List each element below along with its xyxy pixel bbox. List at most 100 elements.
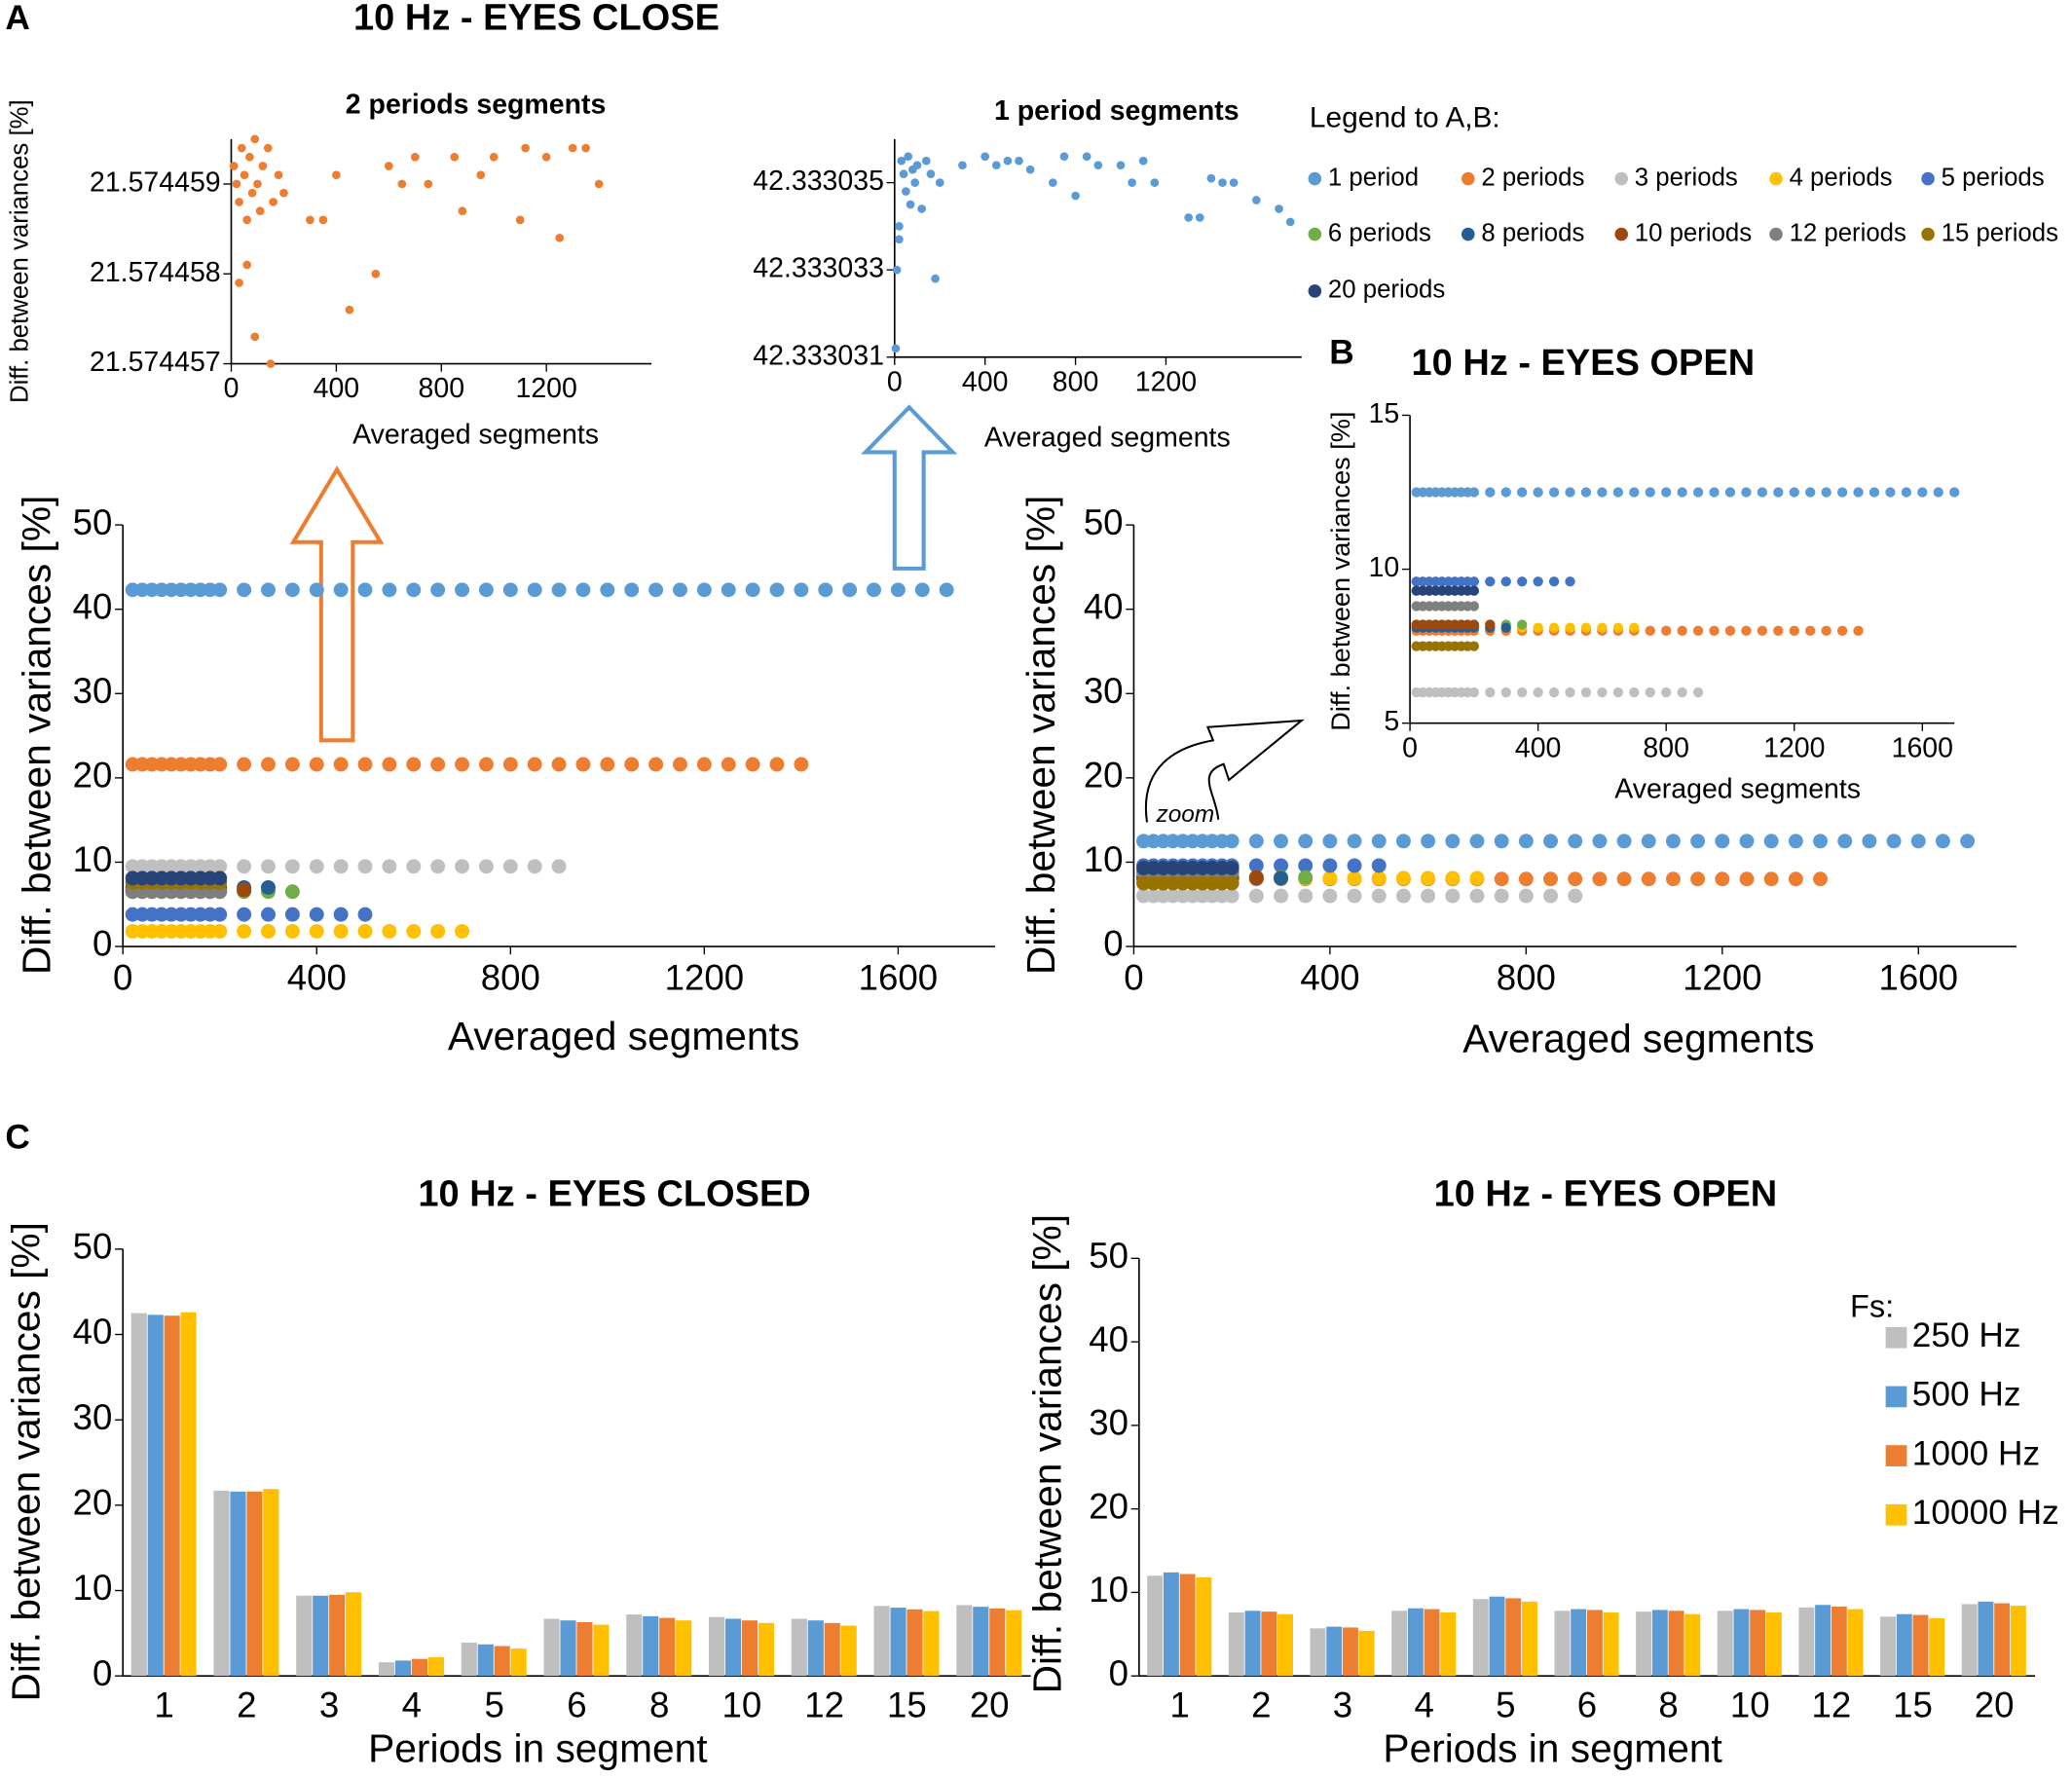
point	[551, 859, 567, 874]
x-tick-label: 20	[1975, 1685, 2015, 1724]
bar	[906, 1609, 923, 1677]
point	[284, 907, 300, 922]
point	[333, 923, 349, 939]
point	[1518, 888, 1534, 904]
y-tick-label: 10	[1084, 839, 1124, 879]
chart-title: 10 Hz - EYES OPEN	[1434, 1174, 1778, 1215]
legend-label: 3 periods	[1635, 164, 1738, 191]
point	[794, 582, 809, 598]
bar	[1407, 1608, 1424, 1677]
point	[1285, 217, 1295, 227]
point	[1517, 487, 1528, 498]
point	[279, 188, 288, 198]
point	[892, 265, 902, 275]
point	[1543, 833, 1558, 849]
point	[1901, 487, 1912, 498]
point	[242, 260, 252, 270]
bar	[1228, 1611, 1244, 1677]
y-tick-label: 21.574457	[90, 347, 221, 378]
point	[1661, 487, 1672, 498]
point	[1677, 625, 1687, 636]
bar	[263, 1489, 279, 1677]
point	[1533, 686, 1543, 698]
point	[357, 582, 373, 598]
bar	[1603, 1611, 1619, 1677]
point	[1195, 213, 1204, 222]
point	[895, 235, 904, 244]
y-tick-label: 0	[92, 1653, 112, 1693]
legend-marker	[1769, 171, 1783, 186]
bar	[346, 1592, 362, 1677]
bar	[824, 1622, 840, 1677]
chart-title: 10 Hz - EYES OPEN	[1412, 343, 1756, 384]
point	[1371, 888, 1387, 904]
point	[910, 178, 920, 187]
bar	[411, 1658, 428, 1677]
x-tick-label: 400	[1515, 732, 1562, 763]
point	[912, 161, 922, 170]
point	[1059, 152, 1069, 162]
point	[1248, 833, 1264, 849]
panel-label: A	[5, 0, 29, 37]
point	[1580, 686, 1592, 698]
x-tick-label: 0	[113, 958, 132, 998]
point	[1485, 619, 1496, 630]
point	[1568, 833, 1583, 849]
point	[1661, 686, 1672, 698]
point	[1274, 858, 1288, 873]
point	[1868, 487, 1880, 498]
bar	[807, 1620, 824, 1677]
point	[648, 757, 664, 772]
y-tick-label: 50	[1089, 1236, 1128, 1276]
x-tick-label: 15	[887, 1685, 927, 1724]
point	[581, 143, 590, 153]
point	[212, 582, 228, 598]
x-tick-label: 1	[154, 1685, 173, 1724]
point	[1917, 487, 1928, 498]
bar	[1994, 1603, 2011, 1677]
point	[958, 161, 967, 170]
bar	[560, 1620, 576, 1677]
point	[1763, 833, 1779, 849]
point	[1371, 870, 1387, 886]
bar	[1358, 1630, 1375, 1677]
point	[600, 582, 615, 598]
bar	[576, 1621, 593, 1677]
point	[1469, 888, 1485, 904]
point	[309, 582, 324, 598]
y-tick-label: 50	[1084, 502, 1124, 542]
point	[1184, 213, 1194, 222]
bar	[543, 1618, 560, 1677]
point	[1773, 625, 1784, 636]
y-tick-label: 50	[73, 502, 113, 542]
x-tick-label: 1600	[1879, 958, 1958, 998]
x-tick-label: 1600	[859, 958, 938, 998]
point	[306, 215, 314, 225]
point	[455, 757, 470, 772]
point	[1565, 622, 1575, 633]
point	[357, 923, 373, 939]
bar	[164, 1315, 180, 1677]
point	[1836, 487, 1848, 498]
point	[455, 859, 470, 874]
legend-label: 10 periods	[1635, 219, 1752, 246]
point	[1709, 487, 1720, 498]
point	[1821, 625, 1832, 636]
point	[1533, 622, 1543, 633]
point	[309, 907, 324, 922]
y-tick-label: 40	[1084, 586, 1124, 626]
point	[1677, 487, 1687, 498]
point	[212, 907, 228, 922]
point	[309, 859, 324, 874]
bar	[1342, 1627, 1358, 1677]
bar	[1326, 1626, 1343, 1677]
point	[891, 344, 901, 353]
chart-title: 10 Hz - EYES CLOSED	[418, 1174, 810, 1215]
y-tick-label: 21.574459	[90, 167, 221, 198]
point	[269, 198, 278, 206]
point	[237, 907, 252, 922]
bar	[130, 1313, 147, 1677]
point	[1757, 625, 1768, 636]
x-tick-label: 1200	[1763, 732, 1825, 763]
